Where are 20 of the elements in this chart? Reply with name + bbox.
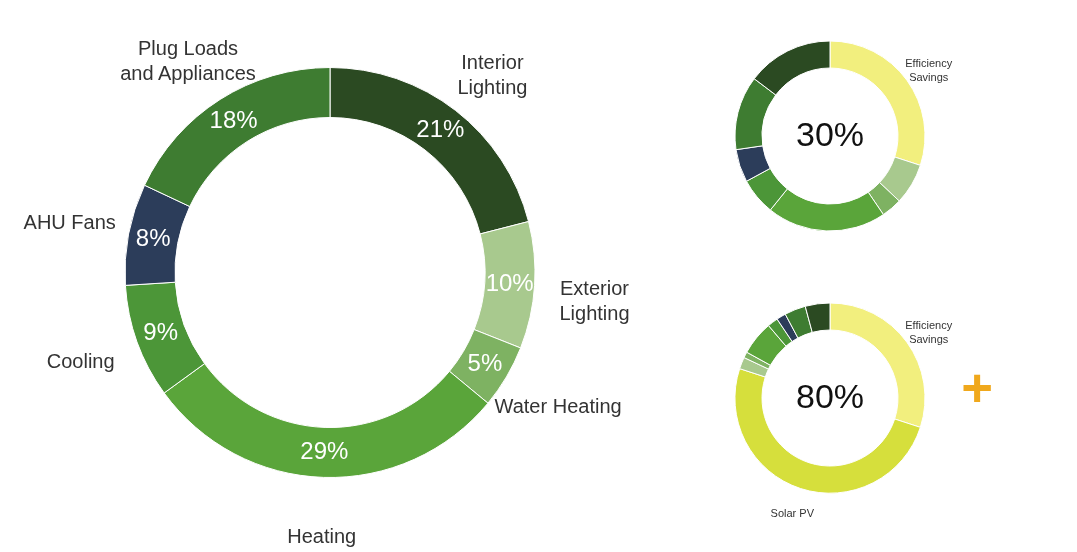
slice-label: Efficiency Savings [905, 319, 953, 346]
data-label: 5% [467, 349, 503, 377]
slice-label: AHU Fans [23, 210, 116, 233]
data-label: 21% [416, 115, 465, 143]
text: 80% [795, 377, 865, 415]
slice-label: Plug Loads and Appliances [120, 36, 256, 84]
text: + [961, 357, 993, 418]
data-label: 18% [209, 105, 258, 133]
data-label: 10% [485, 268, 534, 296]
slice-label: Interior Lighting [457, 51, 528, 99]
text: 30% [795, 115, 865, 153]
slice-label: Efficiency Savings [905, 57, 953, 84]
data-label: 9% [143, 318, 178, 346]
slice-label: Cooling [46, 350, 115, 373]
slice-label: Water Heating [494, 395, 622, 418]
slice-label: Heating [287, 525, 357, 548]
data-label: 29% [300, 437, 349, 465]
slice-label: Solar PV [770, 507, 815, 520]
slice-label: Exterior Lighting [559, 277, 630, 325]
data-label: 8% [135, 223, 171, 251]
